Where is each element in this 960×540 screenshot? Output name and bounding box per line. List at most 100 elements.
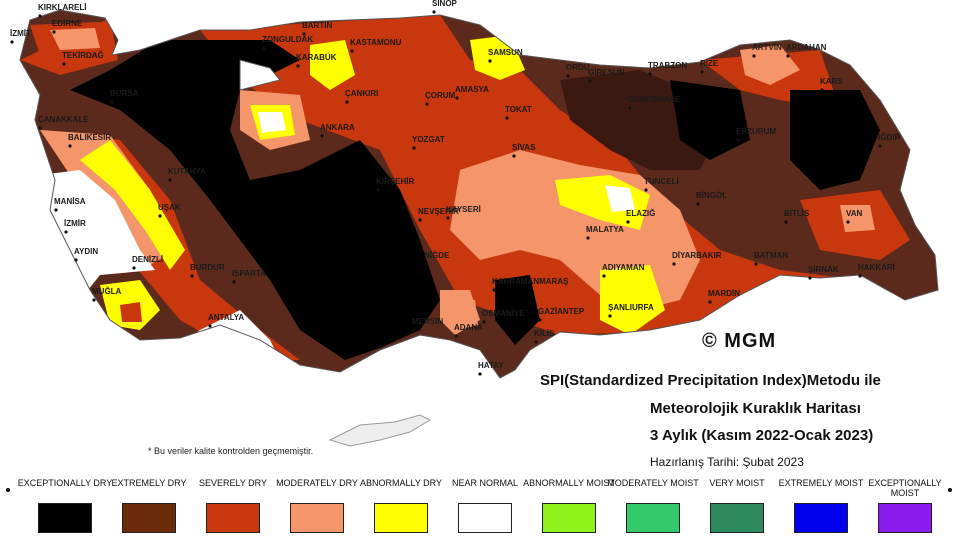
city-label: ELAZIĞ <box>626 209 655 218</box>
city-marker <box>38 126 42 130</box>
city-label: ŞANLIURFA <box>608 303 654 312</box>
city-marker <box>296 64 300 68</box>
city-label: BİNGÖL <box>696 191 727 200</box>
city-label: ÇANKIRI <box>345 89 378 98</box>
city-marker <box>752 54 756 58</box>
legend-item: EXCEPTIONALLY MOIST <box>855 478 955 533</box>
city-label: ADANA <box>454 323 483 332</box>
city-label: ANTALYA <box>208 313 244 322</box>
city-marker <box>302 32 306 36</box>
city-marker <box>454 334 458 338</box>
city-label: ÇORUM <box>425 91 456 100</box>
city-label: KÜTAHYA <box>168 167 206 176</box>
city-marker <box>846 220 850 224</box>
legend-swatch <box>290 503 344 533</box>
map-title-line2: Meteorolojik Kuraklık Haritası <box>650 400 861 417</box>
cyprus-shape <box>328 414 432 447</box>
city-marker <box>878 144 882 148</box>
city-marker <box>190 274 194 278</box>
city-marker <box>696 202 700 206</box>
city-marker <box>418 218 422 222</box>
city-label: GİRESUN <box>588 68 625 77</box>
city-marker <box>262 46 266 50</box>
city-marker <box>52 30 56 34</box>
city-label: BATMAN <box>754 251 788 260</box>
city-marker <box>350 49 354 53</box>
city-marker <box>446 216 450 220</box>
city-label: RİZE <box>700 59 719 68</box>
legend-item: ABNORMALLY MOIST <box>519 478 619 533</box>
city-marker <box>62 62 66 66</box>
city-marker <box>602 274 606 278</box>
city-marker <box>505 116 509 120</box>
map-title-line3: 3 Aylık (Kasım 2022-Ocak 2023) <box>650 427 874 444</box>
city-marker <box>786 54 790 58</box>
city-label: GAZİANTEP <box>538 307 585 316</box>
legend-item: ABNORMALLY DRY <box>351 478 451 533</box>
city-label: MANİSA <box>54 197 86 206</box>
city-marker <box>708 300 712 304</box>
city-label: OSMANİYE <box>482 309 525 318</box>
legend-label: VERY MOIST <box>709 478 765 488</box>
city-marker <box>68 144 72 148</box>
legend-swatch <box>794 503 848 533</box>
city-marker <box>512 154 516 158</box>
city-label: ORDU <box>566 63 590 72</box>
city-label: KASTAMONU <box>350 38 402 47</box>
legend-item: EXTREMELY MOIST <box>771 478 871 533</box>
city-marker <box>482 320 486 324</box>
legend-swatch <box>626 503 680 533</box>
legend-label: ABNORMALLY MOIST <box>523 478 615 488</box>
city-marker <box>736 138 740 142</box>
city-label: ISPARTA <box>232 269 266 278</box>
city-label: SİNOP <box>432 0 458 8</box>
city-marker <box>488 59 492 63</box>
city-label: SAMSUN <box>488 48 523 57</box>
legend-dot-left <box>6 488 10 492</box>
city-label: TUNCELİ <box>644 177 679 186</box>
legend-label: SEVERELY DRY <box>198 478 268 488</box>
legend-label: ABNORMALLY DRY <box>359 478 443 488</box>
city-marker <box>92 298 96 302</box>
city-label: GÜMÜŞHANE <box>628 95 681 104</box>
legend-item: MODERATELY MOIST <box>603 478 703 533</box>
city-label: MARDİN <box>708 289 740 298</box>
legend-swatch <box>374 503 428 533</box>
city-label: ŞIRNAK <box>808 265 839 274</box>
city-label: AMASYA <box>455 85 489 94</box>
map-title-line1: SPI(Standardized Precipitation Index)Met… <box>540 372 881 389</box>
city-marker <box>588 79 592 83</box>
city-marker <box>534 340 538 344</box>
city-labels: KIRKLARELİ EDİRNE TEKİRDAĞ ÇANAKKALE BALIKES… <box>10 0 900 376</box>
city-marker <box>858 274 862 278</box>
legend-label: MODERATELY MOIST <box>607 478 699 488</box>
city-marker <box>232 280 236 284</box>
legend-item: VERY MOIST <box>687 478 787 533</box>
city-label: İZMİT <box>10 29 31 38</box>
city-label: İZMİR <box>64 219 86 228</box>
legend-item: MODERATELY DRY <box>267 478 367 533</box>
legend-item: EXTREMELY DRY <box>99 478 199 533</box>
city-marker <box>608 314 612 318</box>
city-marker <box>425 102 429 106</box>
city-marker <box>820 88 824 92</box>
city-marker <box>54 208 58 212</box>
city-label: ZONGULDAK <box>262 35 313 44</box>
city-label: BURSA <box>110 89 139 98</box>
city-marker <box>320 134 324 138</box>
city-marker <box>492 288 496 292</box>
city-marker <box>110 100 114 104</box>
city-label: HAKKARİ <box>858 263 895 272</box>
prepared-date: Hazırlanış Tarihi: Şubat 2023 <box>650 455 804 469</box>
city-marker <box>168 178 172 182</box>
city-marker <box>754 262 758 266</box>
city-label: EDİRNE <box>52 19 83 28</box>
city-label: KARS <box>820 77 843 86</box>
city-marker <box>74 258 78 262</box>
city-label: KİLİS <box>534 329 555 338</box>
city-label: DİYARBAKIR <box>672 251 722 260</box>
city-label: KIRKLARELİ <box>38 3 86 12</box>
city-marker <box>478 372 482 376</box>
city-label: NEVŞEHİR <box>418 207 459 216</box>
city-label: HATAY <box>478 361 504 370</box>
